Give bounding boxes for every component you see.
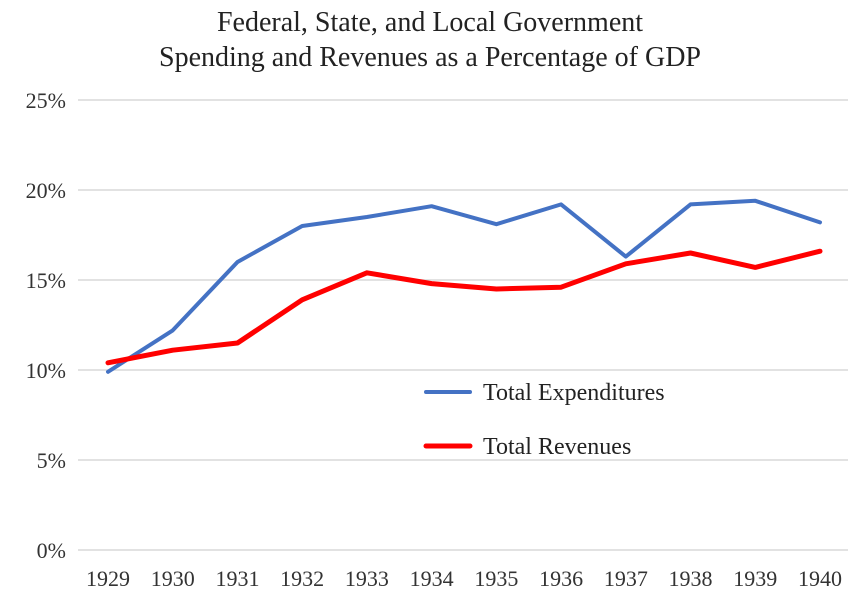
x-tick-label: 1936 [539, 566, 583, 591]
x-tick-label: 1937 [604, 566, 648, 591]
legend-label: Total Expenditures [483, 380, 665, 406]
x-tick-label: 1935 [474, 566, 518, 591]
x-tick-label: 1930 [151, 566, 195, 591]
gridlines [78, 99, 848, 551]
x-tick-label: 1931 [215, 566, 259, 591]
x-tick-label: 1934 [410, 566, 454, 591]
y-axis-ticks: 0% 5% 10% 15% 20% 25% [26, 88, 66, 563]
y-tick-label: 5% [37, 448, 66, 473]
y-tick-label: 0% [37, 538, 66, 563]
y-tick-label: 10% [26, 358, 66, 383]
x-tick-label: 1932 [280, 566, 324, 591]
series-line-total-revenues [105, 248, 823, 366]
x-tick-label: 1933 [345, 566, 389, 591]
y-tick-label: 25% [26, 88, 66, 113]
x-tick-label: 1940 [798, 566, 842, 591]
x-tick-label: 1939 [733, 566, 777, 591]
y-tick-label: 15% [26, 268, 66, 293]
y-tick-label: 20% [26, 178, 66, 203]
legend-label: Total Revenues [483, 434, 631, 460]
chart-subtitle: Spending and Revenues as a Percentage of… [159, 42, 701, 73]
x-tick-label: 1938 [669, 566, 713, 591]
chart-title: Federal, State, and Local Government [216, 7, 644, 38]
x-tick-label: 1929 [86, 566, 130, 591]
series-line-total-expenditures [106, 198, 822, 374]
x-axis-ticks: 1929 1930 1931 1932 1933 1934 1935 1936 1937 1938… [86, 566, 842, 591]
legend: Total Expenditures Total Revenues [423, 380, 665, 460]
series-lines [105, 198, 823, 374]
